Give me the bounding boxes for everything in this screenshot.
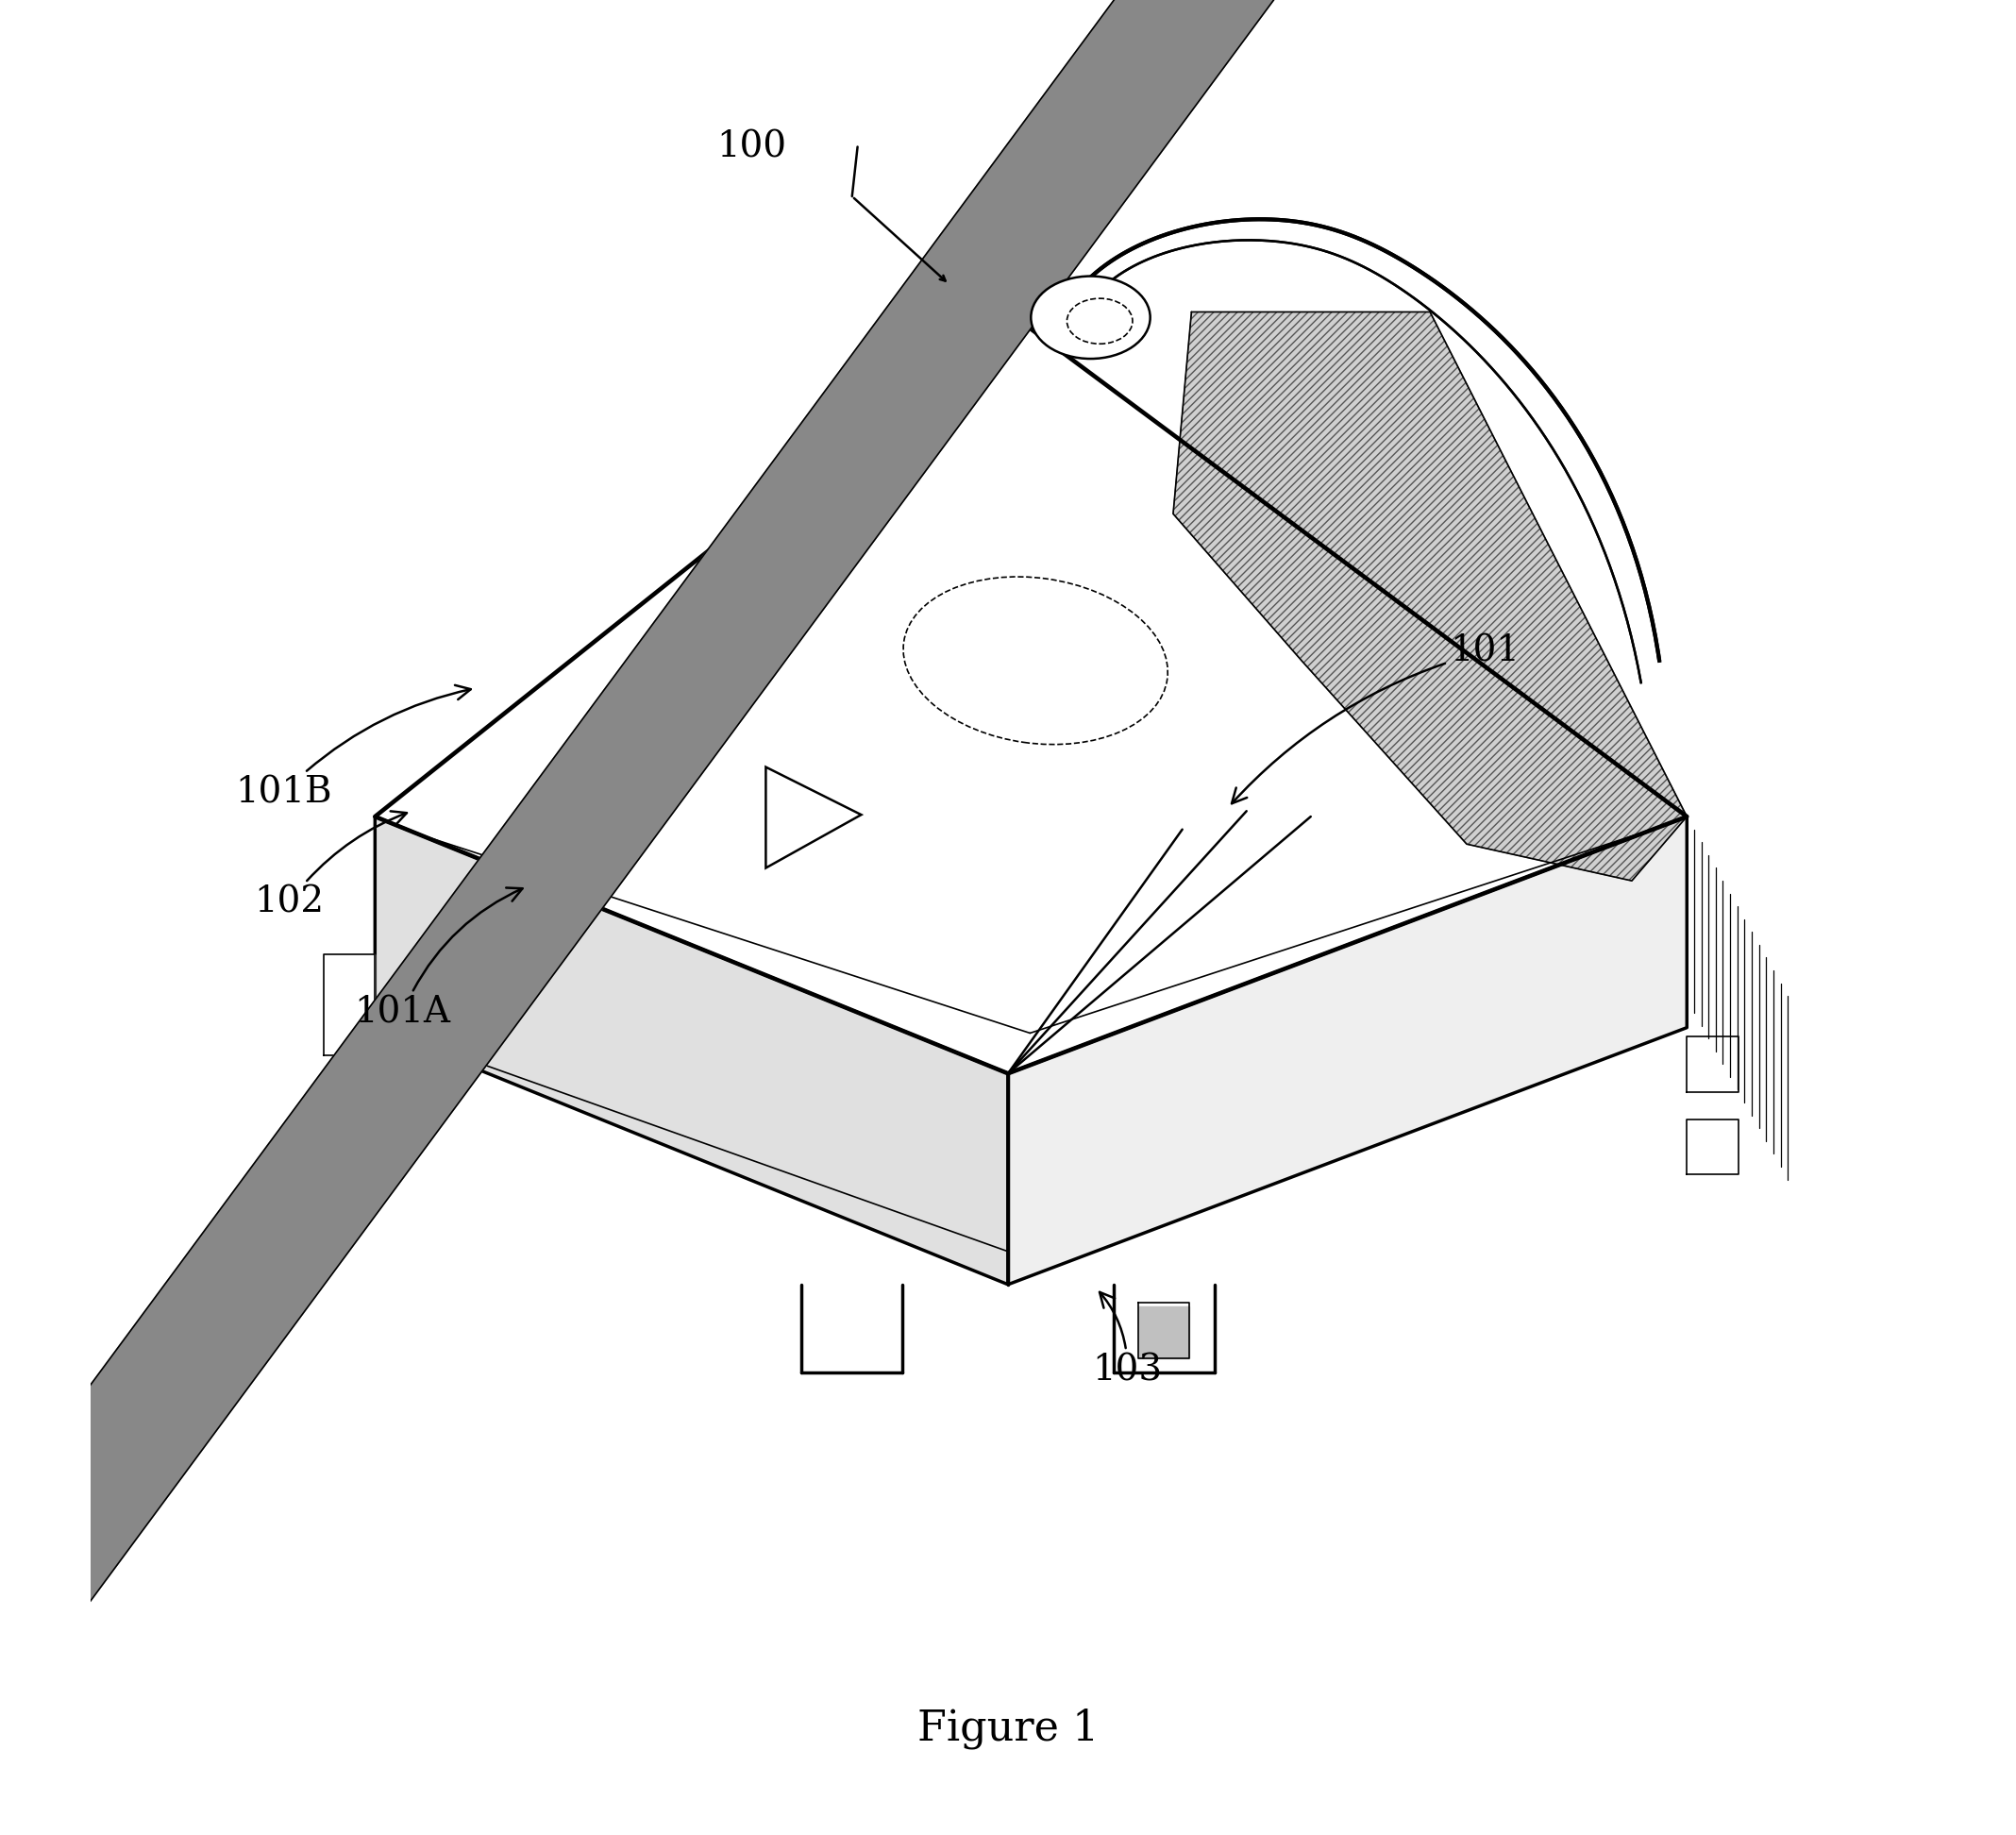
- Polygon shape: [1113, 1284, 1214, 1373]
- Polygon shape: [325, 954, 375, 1055]
- Text: 102: 102: [254, 811, 407, 921]
- Polygon shape: [1173, 312, 1687, 881]
- Polygon shape: [1008, 817, 1687, 1284]
- Text: 103: 103: [1093, 1292, 1163, 1389]
- Polygon shape: [802, 1284, 903, 1373]
- Polygon shape: [0, 0, 1657, 1835]
- Text: 101A: 101A: [355, 888, 522, 1031]
- Polygon shape: [1687, 1037, 1738, 1092]
- Polygon shape: [1139, 1307, 1189, 1358]
- Polygon shape: [375, 312, 1687, 1073]
- Text: 101B: 101B: [234, 684, 472, 811]
- Ellipse shape: [1030, 277, 1151, 360]
- Ellipse shape: [1066, 299, 1133, 343]
- Polygon shape: [375, 817, 1008, 1284]
- Polygon shape: [1687, 1119, 1738, 1174]
- Text: Figure 1: Figure 1: [917, 1708, 1099, 1749]
- Polygon shape: [1062, 218, 1659, 683]
- Text: 100: 100: [716, 128, 786, 165]
- Text: 101: 101: [1232, 633, 1520, 804]
